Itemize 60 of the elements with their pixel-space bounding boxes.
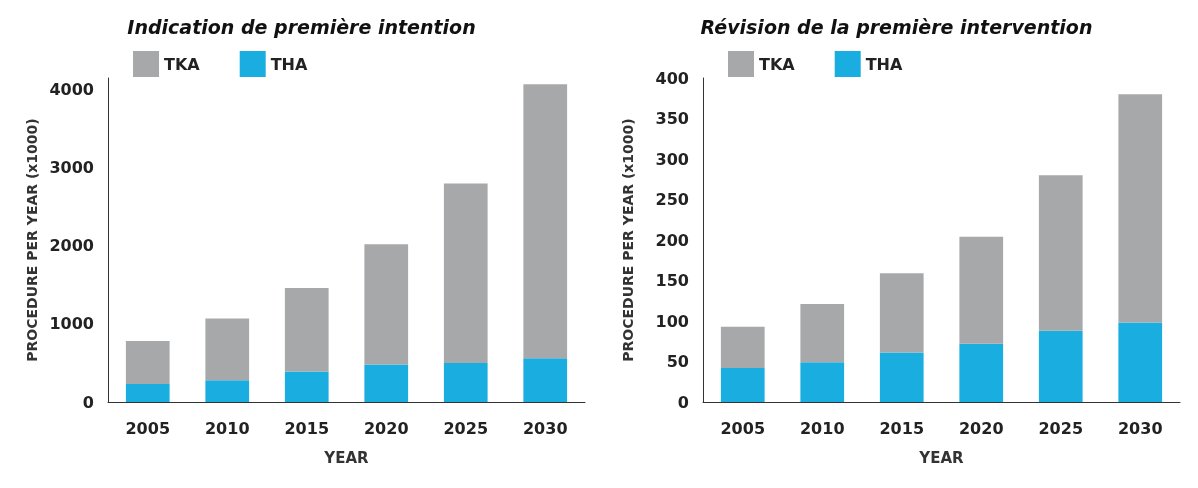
y-axis-title: PROCEDURE PER YEAR (x1000) (23, 118, 40, 362)
x-tick-label: 2005 (720, 418, 766, 438)
bar (800, 362, 845, 402)
bar (523, 358, 568, 402)
bar (879, 352, 924, 402)
x-tick-label: 2025 (443, 418, 489, 438)
x-tick-label: 2010 (204, 418, 250, 438)
x-axis-title: YEAR (323, 448, 370, 467)
legend-label: TKA (164, 54, 201, 74)
chart-title: Indication de première intention (127, 15, 476, 38)
y-tick-label: 1000 (49, 314, 94, 334)
x-axis-title: YEAR (918, 448, 965, 467)
bar (800, 303, 845, 363)
bar (1038, 330, 1083, 402)
bar (879, 273, 924, 353)
y-tick-label: 300 (655, 149, 689, 169)
legend-label: THA (270, 54, 308, 74)
bar (205, 380, 250, 402)
bar (959, 236, 1004, 344)
x-tick-label: 2030 (522, 418, 568, 438)
y-tick-label: 200 (655, 230, 689, 250)
bar (364, 244, 409, 365)
bar (1118, 322, 1163, 402)
bar (443, 183, 488, 363)
bar (364, 364, 409, 402)
bar (443, 362, 488, 402)
y-tick-label: 50 (666, 352, 689, 371)
y-tick-label: 4000 (49, 80, 94, 100)
bar (720, 326, 765, 368)
y-tick-label: 250 (655, 190, 689, 209)
chart-title: Révision de la première intervention (700, 15, 1093, 38)
bar (959, 343, 1004, 402)
bar (125, 384, 170, 402)
bar (205, 318, 250, 381)
y-tick-label: 0 (82, 392, 94, 412)
bar (1038, 175, 1083, 331)
x-tick-label: 2020 (363, 418, 409, 438)
y-tick-label: 350 (655, 109, 689, 128)
x-tick-label: 2025 (1038, 418, 1084, 438)
bar (523, 84, 568, 359)
legend-label: THA (865, 54, 903, 74)
y-axis-title: PROCEDURE PER YEAR (x1000) (620, 118, 636, 362)
y-tick-label: 0 (677, 392, 689, 412)
x-tick-label: 2010 (799, 418, 845, 438)
y-tick-label: 3000 (49, 158, 94, 178)
bar (284, 288, 329, 372)
bar (125, 341, 170, 385)
bar (284, 371, 329, 402)
x-tick-label: 2020 (958, 418, 1004, 438)
bar (1118, 94, 1163, 323)
y-tick-label: 100 (655, 311, 689, 331)
x-tick-label: 2015 (284, 418, 330, 438)
y-tick-label: 2000 (49, 236, 94, 256)
y-tick-label: 400 (655, 68, 689, 88)
legend-label: TKA (759, 54, 796, 74)
x-tick-label: 2015 (879, 418, 925, 438)
x-tick-label: 2030 (1117, 418, 1163, 438)
bar (720, 367, 765, 402)
y-tick-label: 150 (655, 271, 689, 290)
x-tick-label: 2005 (125, 418, 171, 438)
